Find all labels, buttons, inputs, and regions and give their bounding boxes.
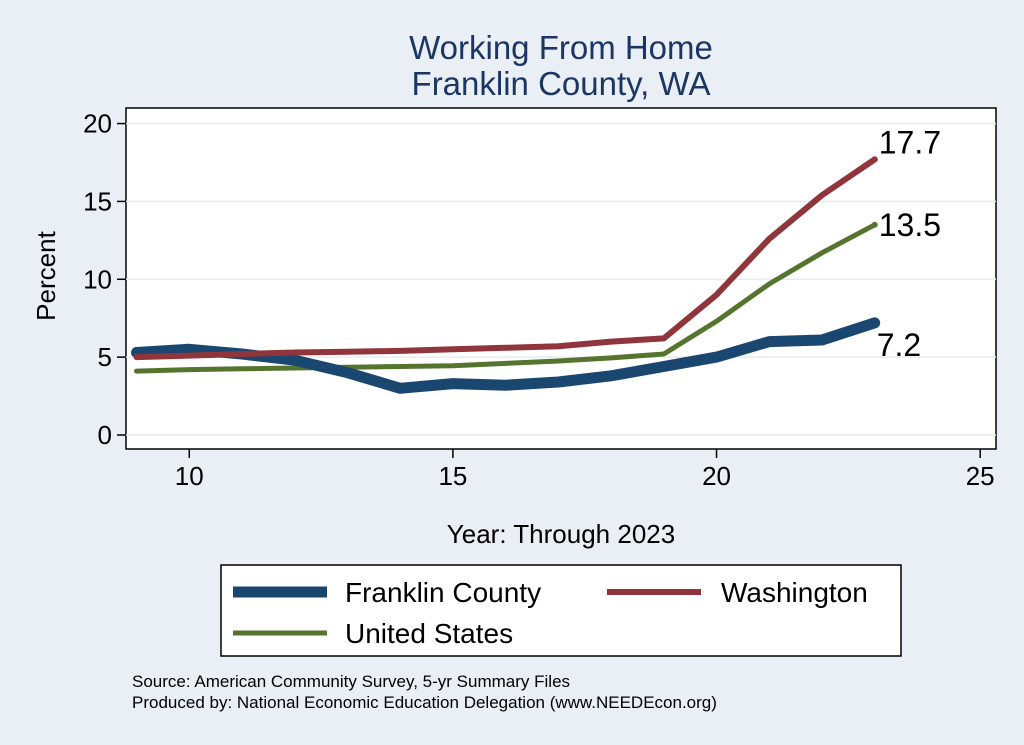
legend-box [220, 564, 902, 657]
source-note: Source: American Community Survey, 5-yr … [132, 672, 570, 691]
x-axis-ticks: 10 15 20 25 [175, 449, 995, 491]
united-states-end-point [871, 221, 878, 228]
y-axis-label: Percent [31, 230, 61, 320]
x-axis-label: Year: Through 2023 [447, 519, 675, 549]
y-tick-label: 10 [83, 264, 112, 294]
washington-end-point [871, 156, 878, 163]
washington-end-label: 17.7 [879, 124, 941, 160]
legend-label-franklin-county: Franklin County [345, 577, 541, 608]
legend-label-united-states: United States [345, 618, 513, 649]
united-states-line [134, 222, 878, 374]
chart-title-line-2: Franklin County, WA [412, 65, 711, 102]
produced-by-note: Produced by: National Economic Education… [132, 693, 717, 712]
washington-line [133, 156, 878, 361]
plot-area [125, 107, 997, 450]
x-tick-label: 15 [438, 461, 467, 491]
y-tick-label: 5 [98, 342, 112, 372]
y-tick-label: 0 [98, 420, 112, 450]
legend-label-washington: Washington [721, 577, 868, 608]
x-tick-label: 25 [966, 461, 995, 491]
united-states-end-label: 13.5 [879, 207, 941, 243]
y-tick-label: 20 [83, 109, 112, 139]
series-lines [131, 156, 881, 394]
y-axis-ticks: 0 5 10 15 20 [83, 109, 126, 450]
legend: Franklin County Washington United States [233, 577, 868, 649]
y-tick-label: 15 [83, 186, 112, 216]
franklin-county-end-label: 7.2 [877, 327, 921, 363]
franklin-county-end-point [871, 319, 878, 326]
end-value-labels: 13.5 7.2 17.7 [877, 124, 941, 362]
chart-title-line-1: Working From Home [409, 29, 713, 66]
x-tick-label: 10 [175, 461, 204, 491]
x-tick-label: 20 [702, 461, 731, 491]
